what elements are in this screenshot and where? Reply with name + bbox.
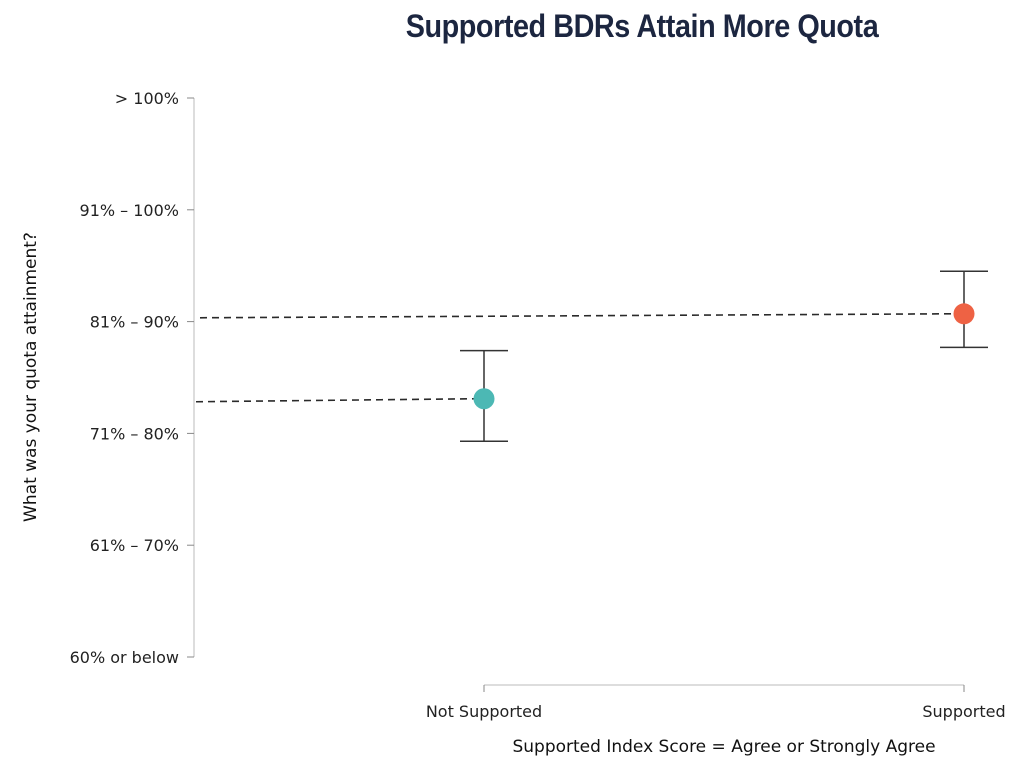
y-tick-label: 60% or below: [70, 648, 179, 667]
y-tick-label: 61% – 70%: [90, 536, 179, 555]
data-point: [473, 388, 495, 410]
y-tick-label: > 100%: [115, 89, 179, 108]
chart-title: Supported BDRs Attain More Quota: [405, 8, 879, 44]
x-tick-label: Not Supported: [426, 702, 542, 721]
data-point: [953, 303, 975, 325]
x-tick-label: Supported: [922, 702, 1005, 721]
reference-line: [199, 312, 956, 319]
reference-lines: [195, 312, 956, 403]
y-tick-label: 71% – 80%: [90, 424, 179, 443]
y-axis: 60% or below 61% – 70% 71% – 80% 81% – 90% 9…: [70, 89, 195, 667]
x-axis-label: Supported Index Score = Agree or Strongl…: [512, 737, 935, 757]
y-axis-label: What was your quota attainment?: [21, 232, 41, 522]
error-bars: [460, 270, 988, 442]
data-points: [473, 303, 975, 410]
y-tick-label: 81% – 90%: [90, 313, 179, 332]
y-tick-label: 91% – 100%: [80, 201, 179, 220]
x-axis: Not Supported Supported: [426, 684, 1006, 721]
reference-line: [195, 397, 476, 403]
